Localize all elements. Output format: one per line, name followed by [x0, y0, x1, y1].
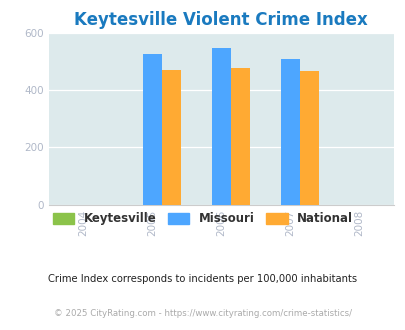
Text: © 2025 CityRating.com - https://www.cityrating.com/crime-statistics/: © 2025 CityRating.com - https://www.city…	[54, 309, 351, 318]
Bar	[162, 70, 181, 205]
Bar	[211, 48, 230, 205]
Title: Keytesville Violent Crime Index: Keytesville Violent Crime Index	[74, 11, 367, 29]
Bar	[230, 68, 249, 205]
Bar	[299, 71, 318, 205]
Bar	[142, 54, 162, 205]
Bar	[280, 59, 299, 205]
Text: Crime Index corresponds to incidents per 100,000 inhabitants: Crime Index corresponds to incidents per…	[48, 274, 357, 284]
Legend: Keytesville, Missouri, National: Keytesville, Missouri, National	[48, 208, 357, 230]
